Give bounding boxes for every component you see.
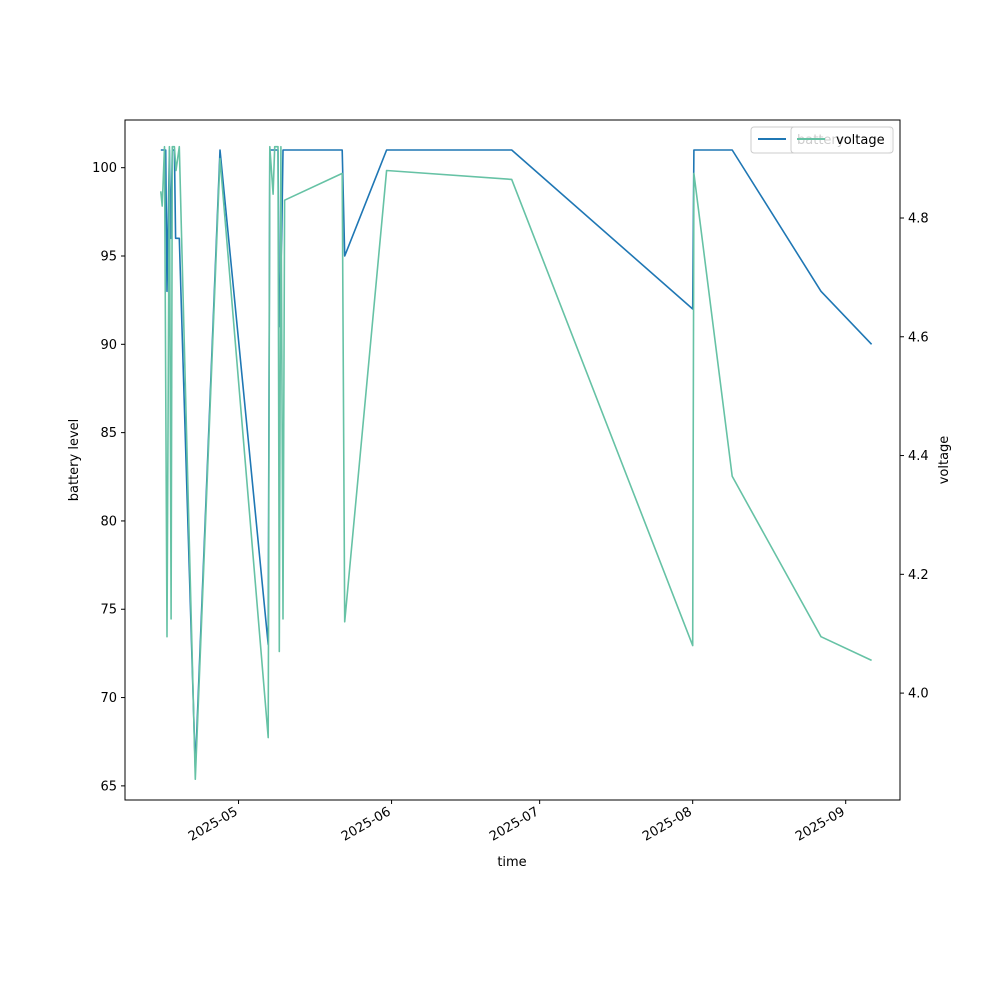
legend-voltage: voltage [790, 126, 894, 154]
y-axis-ticks: 65 70 75 80 85 90 95 100 [92, 161, 125, 794]
y-tick-label: 95 [100, 250, 117, 265]
y-tick-label: 65 [100, 779, 117, 794]
y-tick-label: 75 [100, 603, 117, 618]
y2-axis-label: voltage [937, 436, 952, 485]
plot-frame [124, 119, 901, 801]
y2-tick-label: 4.6 [908, 330, 929, 345]
x-axis-label: time [497, 855, 526, 870]
y-tick-label: 90 [100, 338, 117, 353]
series-line-voltage [160, 145, 872, 781]
y2-tick-label: 4.2 [908, 568, 929, 583]
legend-voltage-frame [790, 126, 894, 154]
y2-axis-ticks: 4.0 4.2 4.4 4.6 4.8 [900, 211, 929, 702]
legend-voltage-label: voltage [836, 133, 885, 148]
y-axis-label: battery level [67, 419, 82, 502]
y2-tick-label: 4.0 [908, 687, 929, 702]
y-tick-label: 85 [100, 426, 117, 441]
y2-tick-label: 4.4 [908, 449, 929, 464]
y2-tick-label: 4.8 [908, 211, 929, 226]
y-tick-label: 70 [100, 691, 117, 706]
y-tick-label: 100 [92, 161, 117, 176]
y-tick-label: 80 [100, 514, 117, 529]
series-layer [160, 145, 873, 781]
